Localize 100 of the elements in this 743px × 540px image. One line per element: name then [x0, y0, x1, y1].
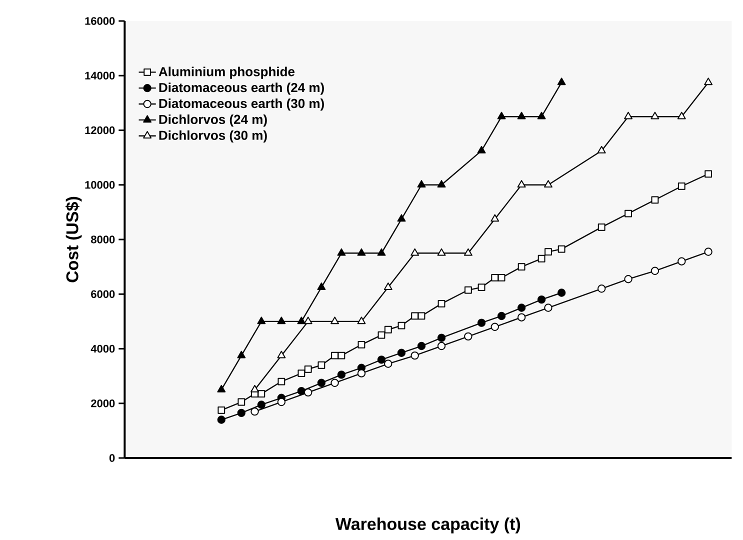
point [544, 180, 552, 188]
y-tick-label: 2000 [91, 399, 115, 408]
point [497, 112, 506, 120]
point [624, 275, 632, 284]
point [411, 312, 419, 320]
legend-label: Dichlorvos (24 m) [159, 114, 267, 127]
y-tick-label: 16000 [85, 17, 115, 25]
point [517, 304, 526, 312]
point [378, 331, 386, 339]
y-tick-label: 4000 [90, 344, 115, 353]
point [257, 316, 266, 324]
point [277, 316, 286, 324]
point [417, 180, 426, 188]
point [517, 313, 526, 322]
point [337, 248, 346, 256]
point [357, 248, 366, 256]
point [677, 112, 686, 120]
point [217, 416, 226, 424]
point [304, 366, 312, 373]
y-tick-label: 14000 [85, 72, 115, 80]
point [217, 384, 226, 392]
point [304, 316, 312, 324]
point [490, 322, 499, 331]
point [558, 245, 566, 253]
point [478, 284, 486, 291]
point [437, 334, 446, 342]
y-tick-label: 6000 [91, 290, 115, 298]
point [377, 248, 386, 256]
point [238, 398, 246, 406]
point [218, 406, 226, 414]
legend-label: Diatomaceous earth (30 m) [159, 98, 324, 111]
point [298, 370, 306, 378]
point [490, 214, 500, 222]
point [497, 312, 506, 320]
point [544, 248, 552, 256]
point [537, 295, 546, 304]
point [258, 390, 266, 398]
point [277, 350, 286, 358]
legend-label: Aluminium phosphide [158, 66, 295, 79]
point [257, 400, 266, 409]
point [330, 378, 339, 387]
point [437, 342, 446, 350]
point [237, 350, 246, 358]
point [357, 369, 366, 378]
point [277, 398, 286, 406]
point [464, 286, 472, 294]
point [477, 318, 486, 327]
point [417, 342, 426, 350]
point [650, 112, 660, 120]
point [250, 384, 259, 392]
point [517, 112, 526, 120]
point [278, 378, 286, 386]
point [538, 254, 546, 262]
point [464, 332, 472, 341]
point [597, 146, 606, 154]
point [498, 274, 506, 282]
point [438, 300, 446, 308]
point [597, 284, 606, 293]
point [297, 316, 306, 324]
point [517, 180, 526, 188]
point [384, 360, 392, 368]
point [250, 407, 259, 416]
point [624, 210, 632, 218]
point [357, 316, 366, 324]
legend-label: Diatomaceous earth (24 m) [159, 82, 324, 95]
point [518, 263, 526, 271]
x-axis-title: Warehouse capacity (t) [335, 518, 520, 534]
point [418, 312, 426, 320]
point [437, 180, 446, 188]
point [338, 352, 346, 360]
point [384, 326, 392, 334]
point [377, 356, 386, 364]
point [678, 182, 686, 190]
point [317, 378, 326, 387]
point [337, 370, 346, 379]
point [304, 388, 312, 397]
point [318, 361, 326, 369]
point [384, 282, 392, 290]
point [537, 112, 546, 120]
point [464, 248, 472, 256]
point [544, 304, 552, 312]
point [397, 348, 406, 357]
point [317, 282, 326, 290]
point [330, 316, 340, 324]
y-tick-label: 0 [109, 454, 115, 462]
point [410, 351, 419, 360]
point [557, 78, 566, 86]
legend-label: Dichlorvos (30 m) [159, 130, 267, 143]
point [437, 248, 446, 256]
point [358, 340, 366, 348]
y-tick-label: 10000 [85, 180, 115, 189]
point [557, 288, 566, 297]
point [650, 266, 660, 276]
point [704, 78, 713, 86]
point [397, 214, 406, 222]
point [477, 146, 486, 154]
y-tick-label: 12000 [85, 126, 115, 134]
point [410, 248, 420, 256]
point [651, 196, 659, 204]
point [598, 224, 606, 231]
